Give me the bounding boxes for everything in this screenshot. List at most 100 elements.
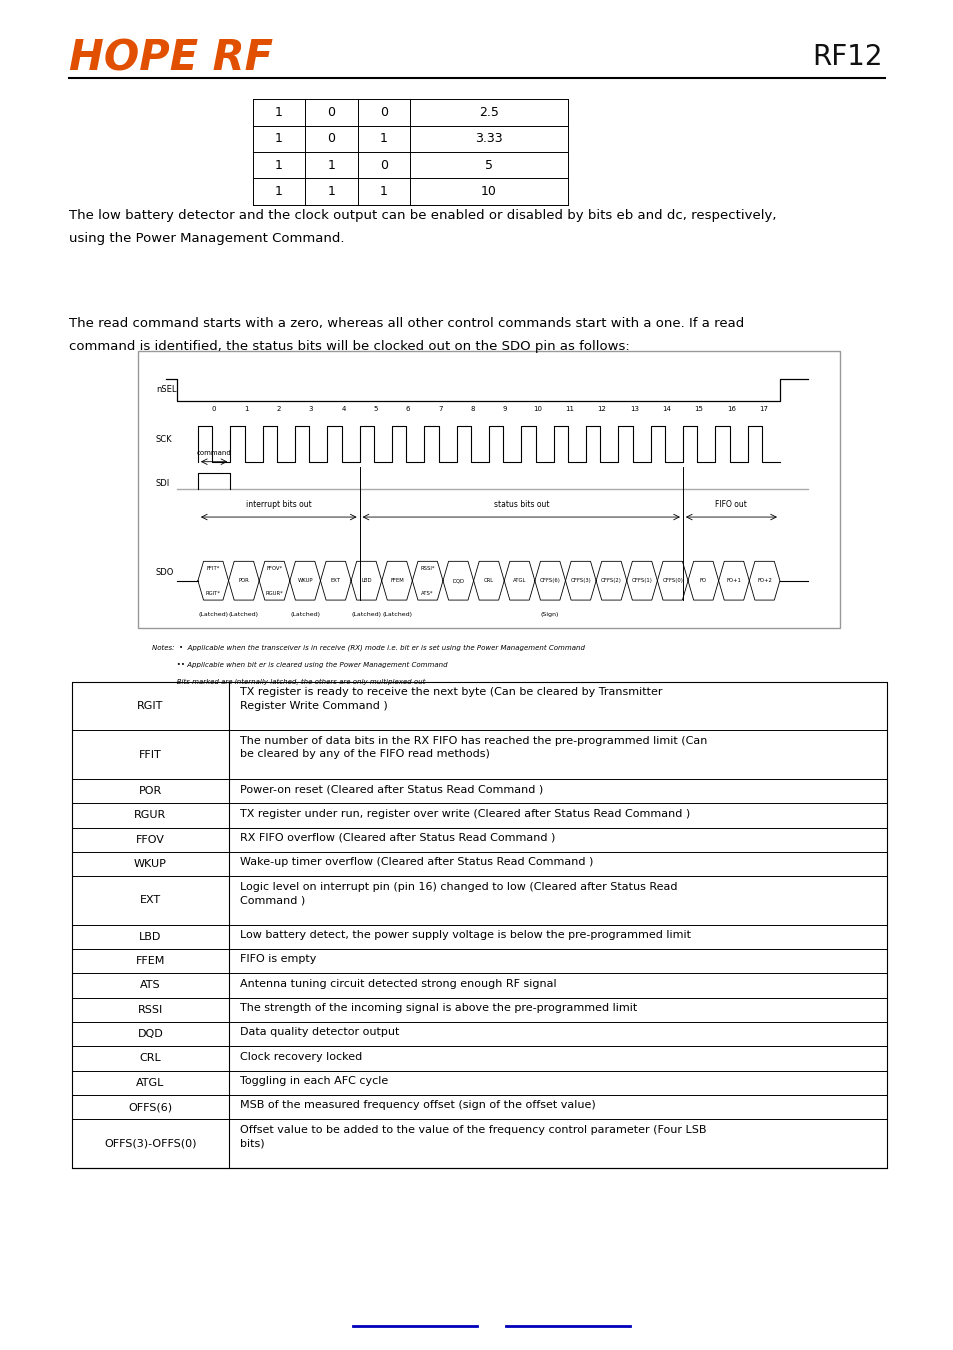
Text: Antenna tuning circuit detected strong enough RF signal: Antenna tuning circuit detected strong e…	[240, 979, 557, 988]
Text: 9: 9	[502, 406, 507, 412]
Text: Toggling in each AFC cycle: Toggling in each AFC cycle	[240, 1076, 388, 1085]
Text: OFFS(3): OFFS(3)	[570, 578, 591, 583]
Text: SDO: SDO	[155, 568, 174, 576]
Text: 1: 1	[274, 105, 283, 119]
Text: 2: 2	[276, 406, 280, 412]
Text: TX register under run, register over write (Cleared after Status Read Command ): TX register under run, register over wri…	[240, 809, 690, 818]
Text: (Latched): (Latched)	[290, 612, 320, 617]
Bar	[138, 351, 839, 628]
Text: Offset value to be added to the value of the frequency control parameter (Four L: Offset value to be added to the value of…	[240, 1125, 706, 1148]
Text: FO+2: FO+2	[757, 578, 771, 583]
Text: RGIT*: RGIT*	[206, 591, 220, 595]
Text: ATGL: ATGL	[136, 1077, 164, 1088]
Text: LBD: LBD	[361, 578, 372, 583]
Text: status bits out: status bits out	[493, 500, 548, 509]
Text: 5: 5	[484, 158, 493, 171]
Text: 1: 1	[244, 406, 249, 412]
Text: Logic level on interrupt pin (pin 16) changed to low (Cleared after Status Read
: Logic level on interrupt pin (pin 16) ch…	[240, 882, 678, 905]
Text: 0: 0	[379, 158, 388, 171]
Text: RF12: RF12	[811, 43, 882, 72]
Text: RGIT: RGIT	[137, 701, 163, 711]
Text: 16: 16	[726, 406, 735, 412]
Text: FO+1: FO+1	[726, 578, 740, 583]
Text: 1: 1	[274, 158, 283, 171]
Bar	[71, 682, 886, 1168]
Text: MSB of the measured frequency offset (sign of the offset value): MSB of the measured frequency offset (si…	[240, 1100, 596, 1110]
Text: (Latched): (Latched)	[198, 612, 228, 617]
Text: FFOV: FFOV	[135, 834, 165, 845]
Text: The strength of the incoming signal is above the pre-programmed limit: The strength of the incoming signal is a…	[240, 1003, 637, 1012]
Text: 1: 1	[274, 132, 283, 146]
Text: The read command starts with a zero, whereas all other control commands start wi: The read command starts with a zero, whe…	[69, 317, 743, 354]
Text: command: command	[196, 450, 232, 456]
Text: DQD: DQD	[137, 1029, 163, 1040]
Text: OFFS(6): OFFS(6)	[539, 578, 560, 583]
Text: OFFS(3)-OFFS(0): OFFS(3)-OFFS(0)	[104, 1138, 196, 1149]
Text: Power-on reset (Cleared after Status Read Command ): Power-on reset (Cleared after Status Rea…	[240, 784, 543, 794]
Text: 10: 10	[533, 406, 541, 412]
Text: interrupt bits out: interrupt bits out	[246, 500, 312, 509]
Text: 1: 1	[327, 158, 335, 171]
Text: OFFS(1): OFFS(1)	[631, 578, 652, 583]
Text: (Latched): (Latched)	[381, 612, 412, 617]
Text: FFIT: FFIT	[139, 749, 161, 760]
Text: Wake-up timer overflow (Cleared after Status Read Command ): Wake-up timer overflow (Cleared after St…	[240, 857, 593, 867]
Text: 0: 0	[327, 132, 335, 146]
Text: WKUP: WKUP	[297, 578, 313, 583]
Text: FFOV*: FFOV*	[266, 566, 282, 571]
Text: 3.33: 3.33	[475, 132, 502, 146]
Text: 0: 0	[212, 406, 216, 412]
Text: 5: 5	[374, 406, 377, 412]
Text: SDI: SDI	[155, 479, 170, 489]
Text: RGUR: RGUR	[134, 810, 166, 821]
Text: Clock recovery locked: Clock recovery locked	[240, 1052, 362, 1061]
Text: 15: 15	[694, 406, 702, 412]
Text: 1: 1	[379, 185, 388, 198]
Text: SCK: SCK	[155, 435, 172, 444]
Text: FIFO out: FIFO out	[715, 500, 746, 509]
Text: ATS*: ATS*	[421, 591, 434, 595]
Text: 4: 4	[341, 406, 345, 412]
Text: OFFS(6): OFFS(6)	[128, 1102, 172, 1112]
Text: POR: POR	[138, 786, 162, 796]
Text: RSSI*: RSSI*	[420, 566, 435, 571]
Text: DQD: DQD	[452, 578, 464, 583]
Text: The number of data bits in the RX FIFO has reached the pre-programmed limit (Can: The number of data bits in the RX FIFO h…	[240, 736, 707, 759]
Text: 0: 0	[327, 105, 335, 119]
Text: The low battery detector and the clock output can be enabled or disabled by bits: The low battery detector and the clock o…	[69, 209, 776, 246]
Text: FO: FO	[700, 578, 706, 583]
Text: CRL: CRL	[139, 1053, 161, 1064]
Text: (Latched): (Latched)	[351, 612, 381, 617]
Text: (Sign): (Sign)	[540, 612, 558, 617]
Text: 2.5: 2.5	[478, 105, 498, 119]
Text: nSEL: nSEL	[155, 385, 176, 394]
Text: 10: 10	[480, 185, 497, 198]
Text: FIFO is empty: FIFO is empty	[240, 954, 316, 964]
Text: Notes:  •  Applicable when the transceiver is in receive (RX) mode i.e. bit er i: Notes: • Applicable when the transceiver…	[152, 644, 585, 651]
Text: 7: 7	[437, 406, 442, 412]
Text: 1: 1	[379, 132, 388, 146]
Text: OFFS(0): OFFS(0)	[661, 578, 682, 583]
Text: FFEM: FFEM	[390, 578, 403, 583]
Text: CRL: CRL	[483, 578, 494, 583]
Text: RSSI: RSSI	[137, 1004, 163, 1015]
Text: FFIT*: FFIT*	[207, 566, 220, 571]
Text: WKUP: WKUP	[133, 859, 167, 869]
Text: 12: 12	[597, 406, 606, 412]
Text: •• Applicable when bit er is cleared using the Power Management Command: •• Applicable when bit er is cleared usi…	[152, 662, 448, 668]
Text: (Latched): (Latched)	[229, 612, 258, 617]
Text: LBD: LBD	[139, 931, 161, 942]
Text: Low battery detect, the power supply voltage is below the pre-programmed limit: Low battery detect, the power supply vol…	[240, 930, 691, 940]
Text: 14: 14	[661, 406, 671, 412]
Text: 1: 1	[274, 185, 283, 198]
Text: 11: 11	[565, 406, 574, 412]
Text: TX register is ready to receive the next byte (Can be cleared by Transmitter
Reg: TX register is ready to receive the next…	[240, 687, 662, 710]
Text: EXT: EXT	[139, 895, 161, 906]
Text: 3: 3	[309, 406, 313, 412]
Text: ATS: ATS	[140, 980, 160, 991]
Text: 6: 6	[405, 406, 410, 412]
Text: Data quality detector output: Data quality detector output	[240, 1027, 399, 1037]
Text: 1: 1	[327, 185, 335, 198]
Text: 8: 8	[470, 406, 475, 412]
Text: HOPE RF: HOPE RF	[69, 38, 273, 80]
